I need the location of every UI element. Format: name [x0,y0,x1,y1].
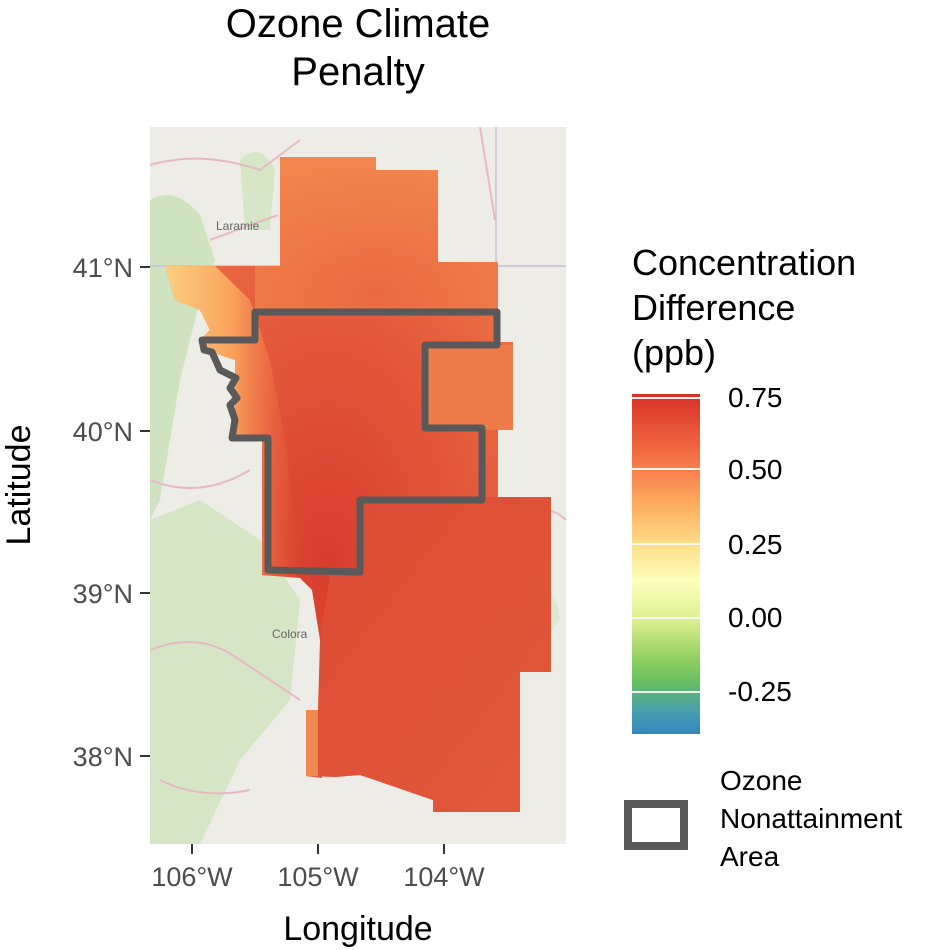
legend-title-line-3: (ppb) [632,332,717,373]
y-tick-label-40: 40°N [73,417,133,447]
x-axis: 106°W 105°W 104°W Longitude [151,844,485,948]
map-title-line-2: Penalty [291,50,425,94]
map-title-line-1: Ozone Climate [225,2,491,46]
x-axis-title: Longitude [283,910,432,948]
y-tick-label-38: 38°N [73,742,133,772]
y-axis: 41°N 40°N 39°N 38°N Latitude [0,253,150,772]
legend-boundary-label: Ozone Nonattainment Area [720,762,902,876]
y-axis-title: Latitude [0,425,38,546]
boundary-label-line-2: Nonattainment [720,803,903,834]
raster-north-block [255,157,498,310]
raster-southwest-edge [306,710,318,776]
basemap-label-colorado-springs: Colora [272,627,308,641]
y-tick-label-41: 41°N [73,253,133,283]
raster-south-block [306,497,551,812]
colorbar-label-050: 0.50 [728,454,783,485]
boundary-label-line-1: Ozone [720,765,803,796]
colorbar-tick-050 [632,468,700,470]
nonattainment-area-outline [198,308,501,576]
colorbar-label-neg025: -0.25 [728,676,792,707]
colorbar-tick-025 [632,543,700,545]
colorbar-label-025: 0.25 [728,529,783,560]
legend-title-line-2: Difference [632,287,796,328]
colorbar-label-000: 0.00 [728,602,783,633]
map-title: Ozone Climate Penalty [150,0,566,96]
legend-boundary-key [624,800,688,850]
basemap-forest-north [240,152,275,230]
basemap-forest-southwest [150,500,300,844]
colorbar-tick-neg025 [632,691,700,693]
legend-title-line-1: Concentration [632,242,857,283]
legend-colorbar [632,394,700,734]
x-tick-label-106w: 106°W [151,862,233,892]
colorbar-label-075: 0.75 [728,382,783,413]
x-tick-label-104w: 104°W [403,862,485,892]
basemap-label-laramie: Laramie [216,219,260,233]
colorbar-tick-000 [632,617,700,619]
colorbar-tick-075 [632,397,700,399]
y-tick-label-39: 39°N [73,579,133,609]
basemap-roads [149,126,567,795]
legend-title: Concentration Difference (ppb) [632,240,942,375]
boundary-label-line-3: Area [720,841,780,872]
raster-east-panel [425,345,513,430]
concentration-raster [165,157,551,812]
x-tick-label-105w: 105°W [277,862,359,892]
